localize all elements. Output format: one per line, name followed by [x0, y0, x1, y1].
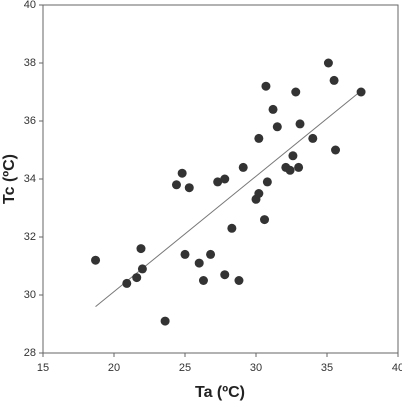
- point: [331, 145, 341, 155]
- point: [136, 244, 146, 254]
- y-tick-label: 36: [24, 115, 36, 127]
- point: [132, 273, 142, 283]
- point: [122, 278, 132, 288]
- x-tick-label: 25: [179, 362, 191, 374]
- point: [285, 165, 295, 175]
- x-tick-label: 15: [37, 362, 49, 374]
- point: [137, 264, 147, 274]
- point: [227, 223, 237, 233]
- point: [329, 75, 339, 85]
- point: [213, 177, 223, 187]
- point: [308, 133, 318, 143]
- x-tick-label: 30: [250, 362, 262, 374]
- y-tick-label: 38: [24, 57, 36, 69]
- point: [254, 133, 264, 143]
- x-tick-label: 20: [108, 362, 120, 374]
- point: [184, 183, 194, 193]
- point: [268, 104, 278, 114]
- point: [356, 87, 366, 97]
- point: [180, 249, 190, 259]
- point: [238, 162, 248, 172]
- point: [220, 174, 230, 184]
- point: [91, 255, 101, 265]
- y-tick-label: 28: [24, 347, 36, 359]
- point: [234, 276, 244, 285]
- y-axis-title: Tc (ºC): [1, 154, 18, 204]
- point: [177, 168, 187, 178]
- x-axis-title: Ta (ºC): [195, 384, 245, 401]
- point: [272, 122, 282, 132]
- point: [294, 162, 304, 172]
- y-tick-label: 30: [24, 289, 36, 301]
- point: [288, 151, 298, 161]
- point: [171, 180, 181, 190]
- y-tick-label: 32: [24, 231, 36, 243]
- point: [261, 81, 271, 91]
- point: [206, 249, 216, 259]
- point: [295, 119, 305, 129]
- y-tick-label: 40: [24, 0, 36, 11]
- point: [291, 87, 301, 97]
- point: [198, 276, 208, 285]
- point: [260, 215, 270, 225]
- point: [254, 189, 264, 198]
- point: [160, 316, 170, 326]
- point: [194, 258, 204, 268]
- point: [262, 177, 272, 187]
- point: [220, 270, 230, 280]
- y-tick-label: 34: [24, 173, 36, 185]
- point: [323, 58, 333, 68]
- x-tick-label: 35: [321, 362, 333, 374]
- x-tick-label: 40: [392, 362, 402, 374]
